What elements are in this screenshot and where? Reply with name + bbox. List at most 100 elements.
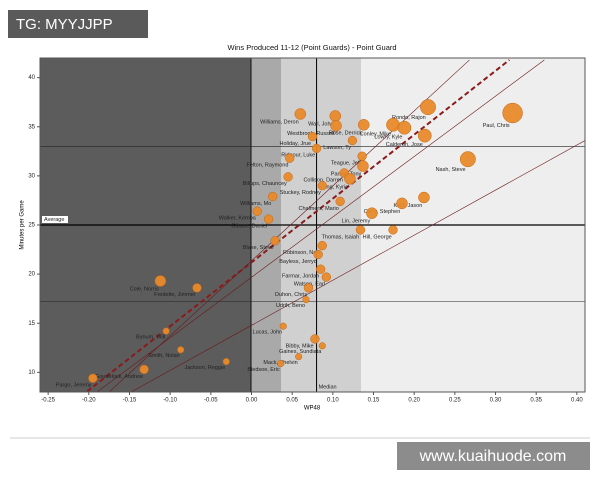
point <box>307 131 318 142</box>
plot: Paul, Chris Rondo, Rajon Nash, Steve Willia… <box>40 58 585 392</box>
point-label: Bynum, Will <box>136 334 165 340</box>
point <box>222 357 230 366</box>
point-label: Jackson, Reggie <box>185 365 226 371</box>
point-label: Chalmers, Mario <box>298 206 338 212</box>
point-label: Duhon, Chris <box>275 292 307 298</box>
point-label: Bledsoe, Eric <box>247 367 280 373</box>
point-label: Calderon, Jose <box>386 142 423 148</box>
x-axis-label: WP48 <box>304 406 321 412</box>
x-tick-label: -0.05 <box>204 398 218 404</box>
point <box>279 322 287 330</box>
y-tick-label: 10 <box>28 370 35 376</box>
point <box>294 108 307 120</box>
x-tick-label: 0.35 <box>530 398 542 404</box>
x-tick-label: 0.25 <box>449 398 461 404</box>
point <box>417 128 432 143</box>
point-label: Stuckey, Rodney <box>280 190 321 196</box>
point <box>192 283 202 293</box>
point <box>396 197 408 210</box>
point <box>366 207 378 219</box>
trend-line <box>130 140 585 392</box>
x-tick-label: 0.10 <box>327 398 339 404</box>
trend-line <box>96 59 545 392</box>
y-tick-label: 40 <box>28 75 35 81</box>
median-label: Median <box>319 384 337 390</box>
point-label: Rose, Derrick <box>329 130 363 136</box>
point-label: Lucas, John <box>253 329 283 335</box>
x-tick-label: 0.15 <box>368 398 380 404</box>
point-label: Fredette, Jimmer <box>154 292 196 298</box>
point <box>459 151 476 168</box>
point-label: Udrih, Beno <box>276 303 305 309</box>
point <box>329 110 342 122</box>
point <box>321 272 331 282</box>
point-label: Thomas, Isaiah <box>322 234 360 240</box>
point-label: Lin, Jeremy <box>342 219 371 225</box>
point-label: Felton, Raymond <box>247 163 289 169</box>
point-label: Holiday, Jrue <box>279 141 311 147</box>
point-label: Bayless, Jerryd <box>279 259 317 265</box>
point-label: Smith, Nolan <box>148 353 180 359</box>
point <box>310 334 320 344</box>
point-label: Cole, Norris <box>130 286 159 292</box>
point-label: Lowry, Kyle <box>374 134 402 140</box>
point <box>357 160 369 172</box>
point <box>335 196 345 207</box>
x-tick-label: -0.25 <box>41 398 55 404</box>
point <box>347 135 358 146</box>
point <box>177 346 185 354</box>
x-tick-label: 0.40 <box>571 398 583 404</box>
watermark-text: TG: MYYJJPP <box>16 16 113 33</box>
point-label: Blake, Steve <box>243 245 274 251</box>
y-tick-label: 20 <box>28 272 35 278</box>
x-tick-label: -0.10 <box>163 398 177 404</box>
point <box>154 275 167 287</box>
point-label: Farmar, Jordan <box>282 274 319 280</box>
y-tick-label: 35 <box>28 124 35 130</box>
point <box>252 206 262 216</box>
point <box>283 172 293 182</box>
point <box>317 240 327 251</box>
point <box>313 249 323 260</box>
y-tick-label: 30 <box>28 173 35 179</box>
point <box>303 283 314 293</box>
y-tick-label: 15 <box>28 321 35 327</box>
x-tick-label: 0.00 <box>246 398 258 404</box>
point <box>420 99 436 116</box>
point <box>139 364 149 375</box>
point <box>502 102 523 124</box>
point-label: Irving, Kyrie <box>319 184 348 190</box>
point-label: Robinson, Nate <box>283 250 321 256</box>
point-label: Hill, George <box>363 234 392 240</box>
point <box>302 296 310 304</box>
point-label: Williams, Mo <box>240 201 271 207</box>
point-label: Collison, Darren <box>303 177 342 183</box>
average-label-box <box>42 216 68 223</box>
point-label: Rondo, Rajon <box>392 115 426 121</box>
point <box>295 353 303 361</box>
point-label: Pargo, Jeremy <box>56 383 92 389</box>
point-label: Nash, Steve <box>436 167 466 173</box>
point-label: Kidd, Jason <box>394 203 423 209</box>
point <box>330 120 342 132</box>
point <box>267 191 278 202</box>
point <box>355 225 366 235</box>
trend-line <box>86 59 510 392</box>
point <box>162 327 170 335</box>
x-tick-label: -0.15 <box>123 398 137 404</box>
point-label: Curry, Stephen <box>364 209 401 215</box>
point-label: Ridnour, Luke <box>281 153 315 159</box>
point <box>418 191 430 204</box>
point-label: Wall, John <box>308 121 333 127</box>
point <box>311 143 322 154</box>
y-axis-label: Minutes per Game <box>20 200 26 250</box>
point <box>317 181 327 191</box>
point-label: Goudelock, Andrew <box>95 374 143 380</box>
x-tick-label: 0.30 <box>490 398 502 404</box>
point <box>285 153 295 163</box>
point <box>344 173 356 185</box>
point <box>318 342 326 350</box>
x-tick-label: -0.20 <box>82 398 96 404</box>
watermark-box <box>8 10 148 38</box>
point-label: Conley, Mike <box>360 131 391 137</box>
